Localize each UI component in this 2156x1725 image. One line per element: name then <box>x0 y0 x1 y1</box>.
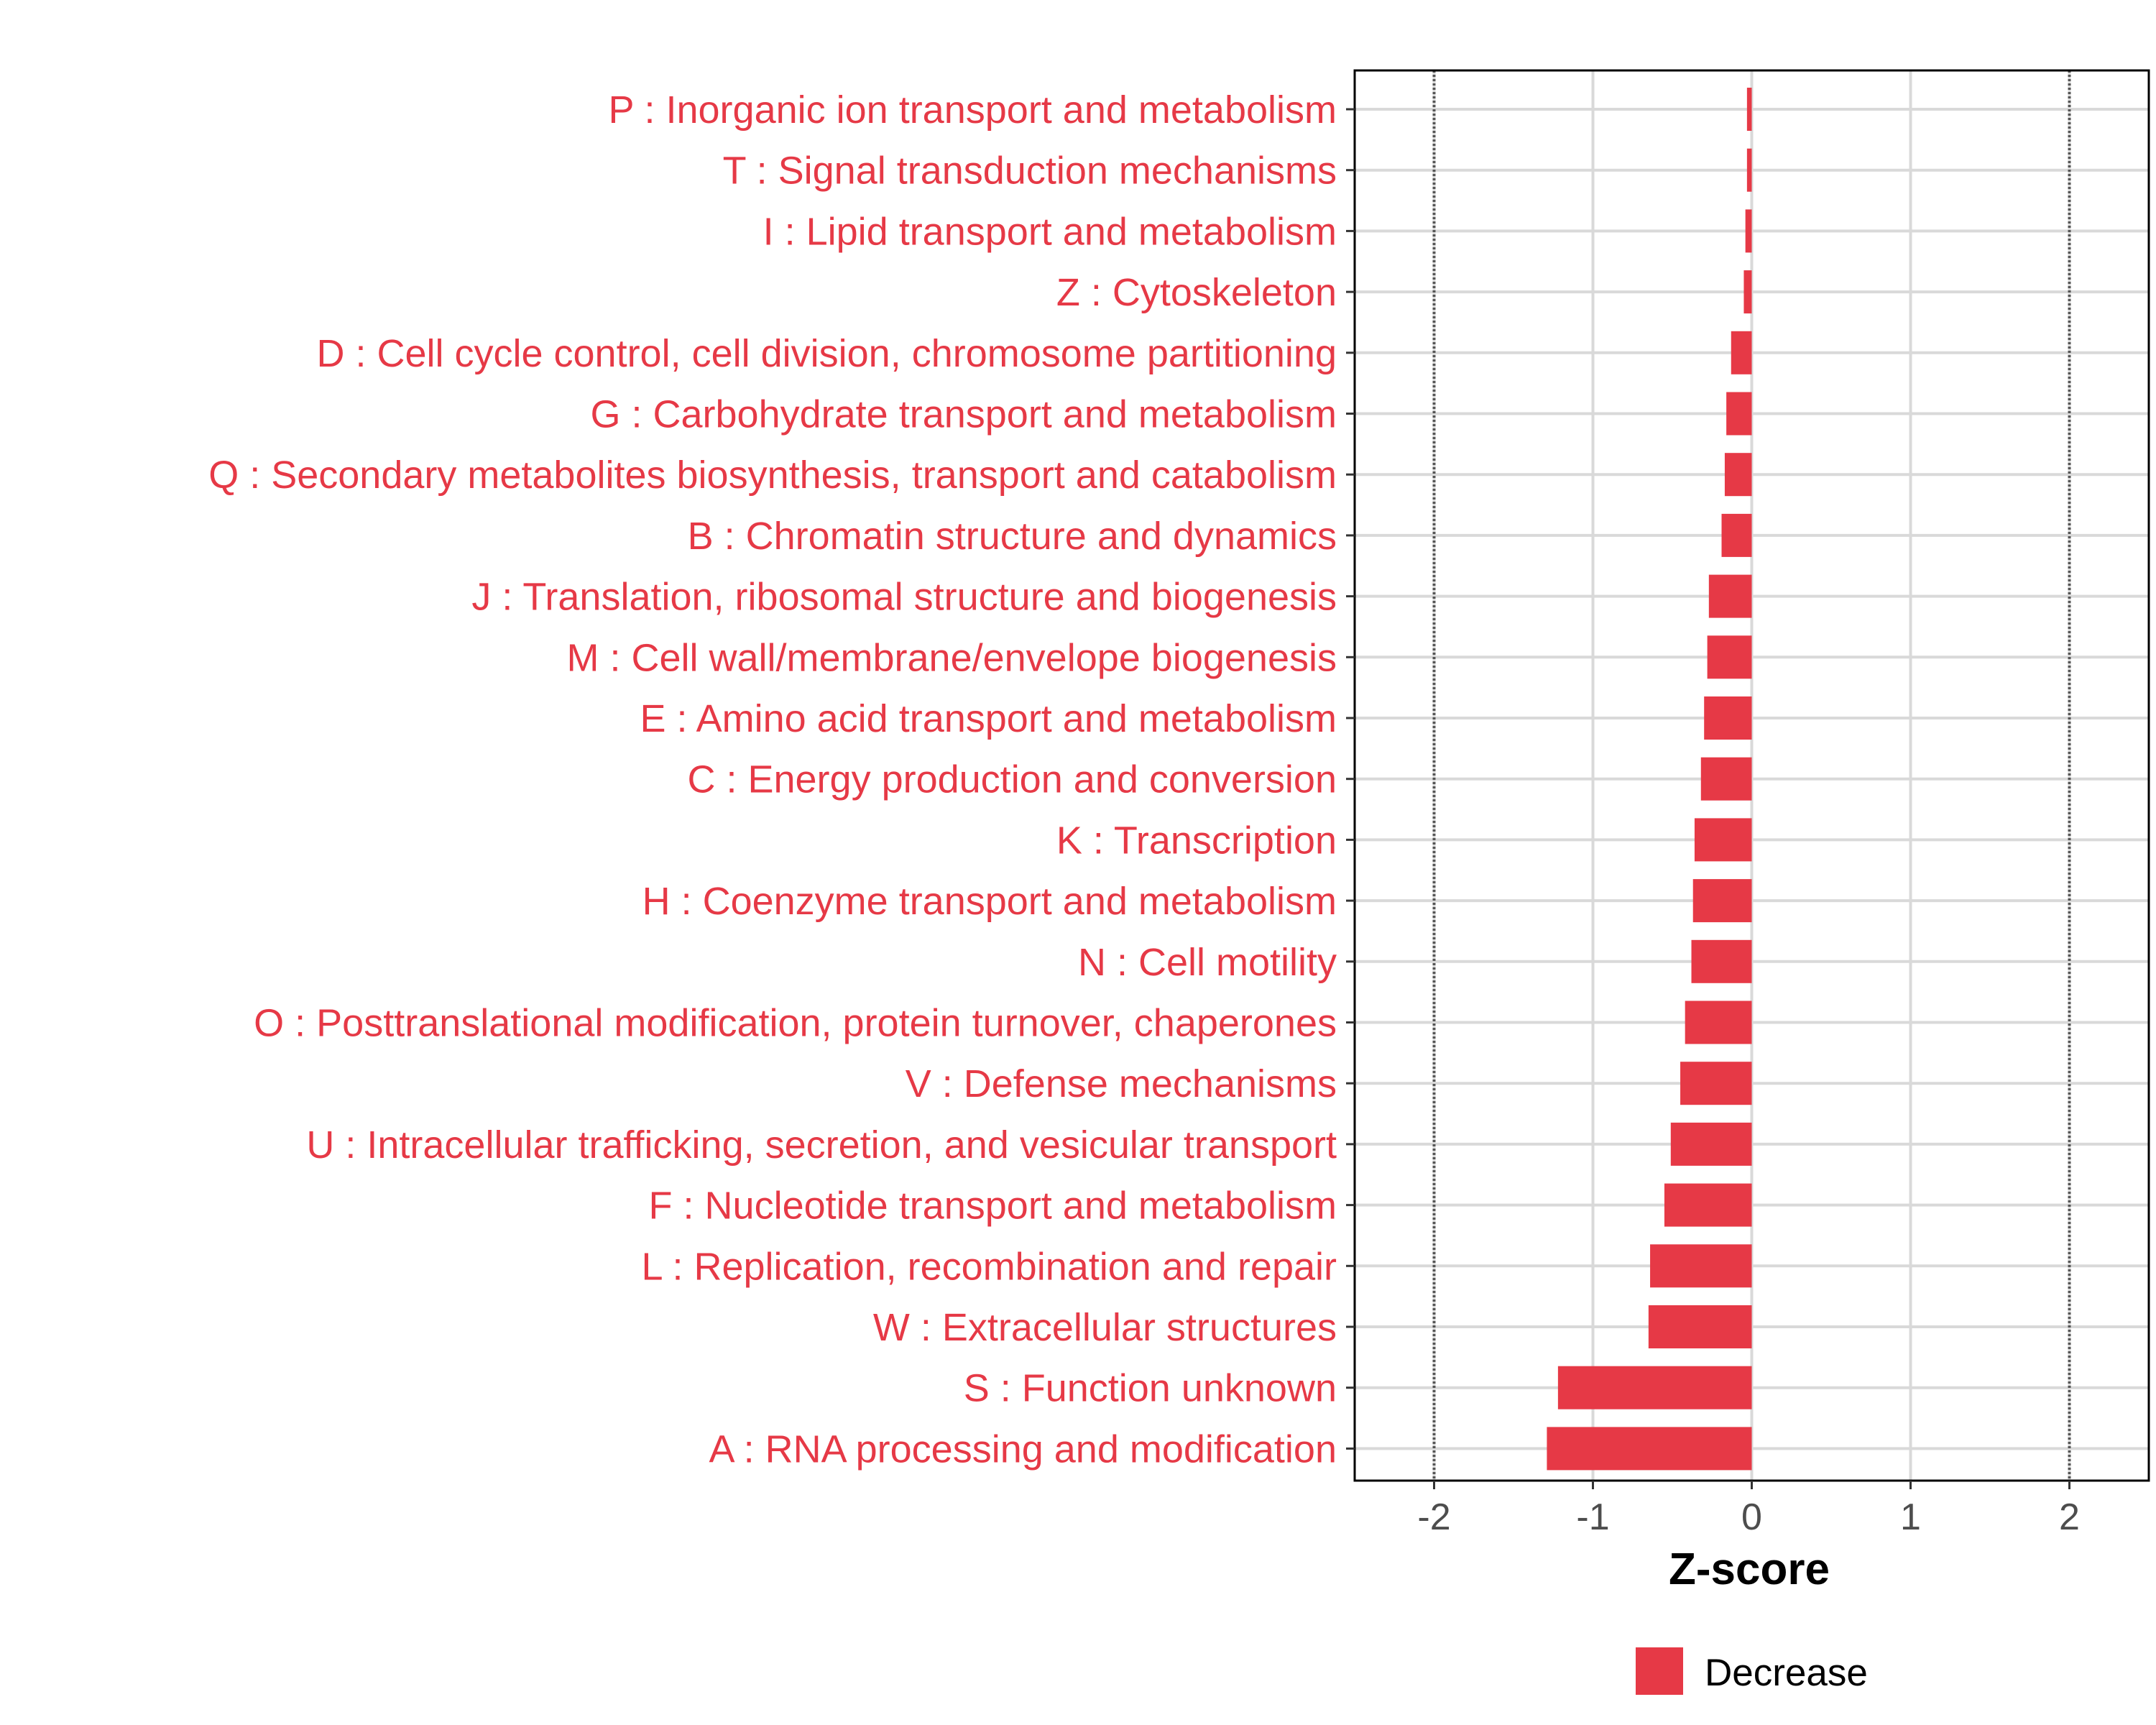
category-label: P : Inorganic ion transport and metaboli… <box>608 88 1337 132</box>
bar <box>1726 392 1752 436</box>
category-label: O : Posttranslational modification, prot… <box>254 1002 1337 1045</box>
bar <box>1557 1366 1752 1409</box>
bar <box>1745 209 1752 253</box>
category-label: U : Intracellular trafficking, secretion… <box>306 1123 1337 1167</box>
bar <box>1708 574 1752 618</box>
bar <box>1694 818 1752 862</box>
category-label: W : Extracellular structures <box>873 1306 1337 1349</box>
category-label: G : Carbohydrate transport and metabolis… <box>591 393 1337 436</box>
bar <box>1700 757 1752 801</box>
legend-swatch-decrease <box>1636 1647 1683 1695</box>
bar <box>1746 148 1752 192</box>
category-label: K : Transcription <box>1056 819 1337 862</box>
x-tick-label: 0 <box>1741 1496 1762 1538</box>
category-label: V : Defense mechanisms <box>906 1062 1337 1105</box>
category-label-layer: P : Inorganic ion transport and metaboli… <box>208 88 1355 1471</box>
category-label: A : RNA processing and modification <box>709 1427 1337 1471</box>
bar <box>1707 635 1752 679</box>
bar <box>1731 331 1752 374</box>
category-label: I : Lipid transport and metabolism <box>763 210 1337 253</box>
bar <box>1743 270 1752 314</box>
x-tick-layer: -2 -1 0 1 2 <box>1417 1481 2080 1538</box>
category-label: T : Signal transduction mechanisms <box>723 150 1337 193</box>
x-tick-label: 2 <box>2059 1496 2080 1538</box>
category-label: D : Cell cycle control, cell division, c… <box>316 332 1337 375</box>
bar <box>1664 1183 1752 1227</box>
bar <box>1746 88 1752 131</box>
category-label: N : Cell motility <box>1078 941 1337 984</box>
x-tick-label: -2 <box>1417 1496 1450 1538</box>
bar-layer <box>1547 88 1752 1471</box>
bar <box>1721 513 1752 557</box>
category-label: S : Function unknown <box>964 1367 1337 1410</box>
category-label: Q : Secondary metabolites biosynthesis, … <box>208 454 1337 497</box>
x-axis-title: Z-score <box>1669 1545 1830 1594</box>
legend-label-decrease: Decrease <box>1705 1652 1868 1694</box>
category-label: Z : Cytoskeleton <box>1056 271 1337 314</box>
bar <box>1685 1000 1752 1044</box>
bar <box>1704 696 1752 740</box>
bar <box>1670 1122 1752 1166</box>
bar <box>1692 879 1752 923</box>
x-tick-label: -1 <box>1576 1496 1609 1538</box>
bar <box>1724 453 1752 497</box>
bar <box>1648 1305 1752 1348</box>
bar <box>1650 1244 1752 1288</box>
category-label: B : Chromatin structure and dynamics <box>688 515 1337 558</box>
x-tick-label: 1 <box>1900 1496 1921 1538</box>
legend: Decrease <box>1636 1647 1868 1695</box>
category-label: E : Amino acid transport and metabolism <box>640 697 1337 740</box>
category-label: C : Energy production and conversion <box>687 758 1337 801</box>
category-label: J : Translation, ribosomal structure and… <box>471 576 1337 619</box>
category-label: H : Coenzyme transport and metabolism <box>642 880 1337 923</box>
bar <box>1547 1427 1752 1471</box>
bar <box>1691 939 1752 983</box>
category-label: F : Nucleotide transport and metabolism <box>649 1184 1337 1228</box>
category-label: M : Cell wall/membrane/envelope biogenes… <box>566 636 1337 679</box>
bar <box>1680 1062 1752 1105</box>
category-label: L : Replication, recombination and repai… <box>641 1245 1337 1288</box>
